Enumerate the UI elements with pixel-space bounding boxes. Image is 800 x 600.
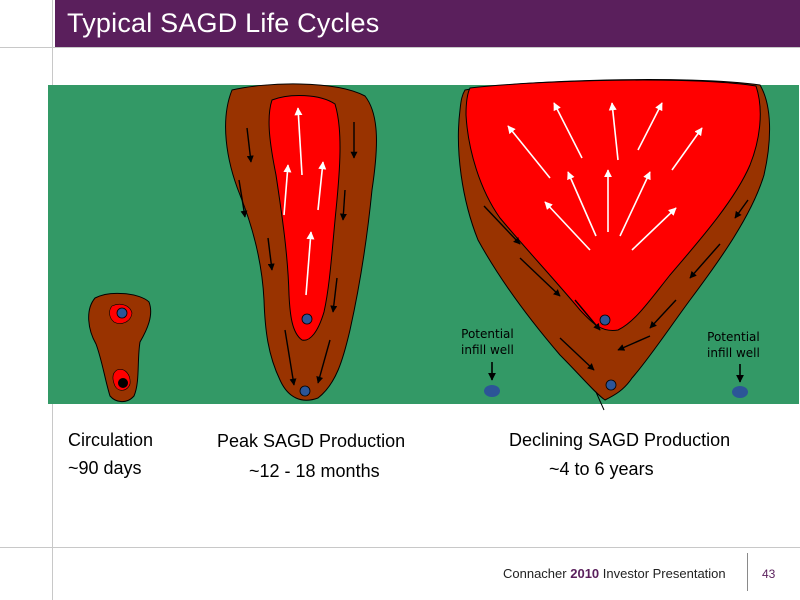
stage-name-circulation: Circulation [68, 430, 154, 450]
declining-steam-arrow [619, 171, 651, 237]
stage-duration-peak: ~12 - 18 months [249, 461, 380, 481]
footer-company: Connacher [503, 566, 567, 581]
peak-drainage-arrow [316, 339, 331, 384]
peak-drainage-arrow [246, 127, 254, 163]
declining-drainage-arrow [734, 199, 749, 219]
peak-steam-arrow [294, 107, 303, 176]
footer-separator [747, 553, 748, 591]
infill-label-line2: infill well [707, 346, 760, 360]
declining-drainage-arrow [574, 299, 601, 331]
declining-chamber [457, 79, 771, 411]
stage-duration-circulation: ~90 days [68, 458, 142, 478]
peak-chamber [225, 83, 377, 401]
declining-drainage-arrow [559, 337, 595, 371]
infill-label-right: Potential infill well [707, 329, 760, 361]
declining-drainage-arrow [519, 257, 561, 297]
infill-well-left [484, 362, 500, 397]
peak-drainage-arrow [284, 329, 297, 386]
footer-divider-line [0, 547, 800, 548]
slide-title: Typical SAGD Life Cycles [67, 8, 380, 38]
declining-drainage-arrow [483, 205, 521, 245]
declining-drainage-arrow [617, 335, 651, 351]
circulation-producer-well [118, 378, 128, 388]
peak-drainage-arrow [330, 277, 338, 313]
infill-label-line1: Potential [461, 327, 514, 341]
stage-duration-declining: ~4 to 6 years [549, 459, 654, 479]
infill-label-line1: Potential [707, 330, 760, 344]
peak-injector-well [301, 313, 313, 325]
title-bar: Typical SAGD Life Cycles [55, 0, 800, 47]
circulation-rim [88, 292, 152, 403]
infill-well-marker [732, 386, 748, 398]
declining-steam-arrow [567, 171, 597, 237]
page-number: 43 [762, 567, 776, 581]
declining-drainage-arrow [689, 243, 721, 279]
title-underline [0, 47, 800, 48]
peak-producer-well [299, 385, 311, 397]
declining-steam-arrow [637, 102, 663, 151]
footer-label: Connacher 2010 Investor Presentation [503, 566, 726, 581]
declining-steam [465, 79, 761, 332]
circulation-injector-well [116, 307, 128, 319]
peak-drainage-arrow [238, 179, 248, 218]
peak-drainage-arrow [267, 237, 275, 271]
declining-steam-arrow [507, 125, 551, 179]
declining-steam-arrow [671, 127, 703, 171]
peak-steam-arrow [305, 231, 315, 296]
peak-drainage-arrow [339, 189, 347, 221]
peak-steam-arrow [317, 161, 327, 211]
footer-year: 2010 [570, 566, 600, 581]
declining-steam-arrow [553, 102, 583, 159]
declining-steam-arrow [631, 207, 677, 251]
declining-tail-line [595, 391, 605, 411]
declining-steam-arrow [608, 102, 619, 161]
declining-injector-well [599, 314, 611, 326]
stage-name-declining: Declining SAGD Production [509, 430, 731, 450]
declining-producer-well [605, 379, 617, 391]
declining-steam-arrow [544, 201, 591, 251]
infill-well-right [732, 364, 748, 398]
circulation-chamber [88, 292, 152, 403]
infill-label-left: Potential infill well [461, 326, 514, 358]
peak-steam-arrow [283, 164, 292, 216]
declining-drainage-arrow [649, 299, 677, 329]
infill-well-marker [484, 385, 500, 397]
footer-suffix: Investor Presentation [602, 566, 726, 581]
stage-name-peak: Peak SAGD Production [217, 431, 406, 451]
peak-steam [268, 94, 341, 341]
infill-label-line2: infill well [461, 343, 514, 357]
